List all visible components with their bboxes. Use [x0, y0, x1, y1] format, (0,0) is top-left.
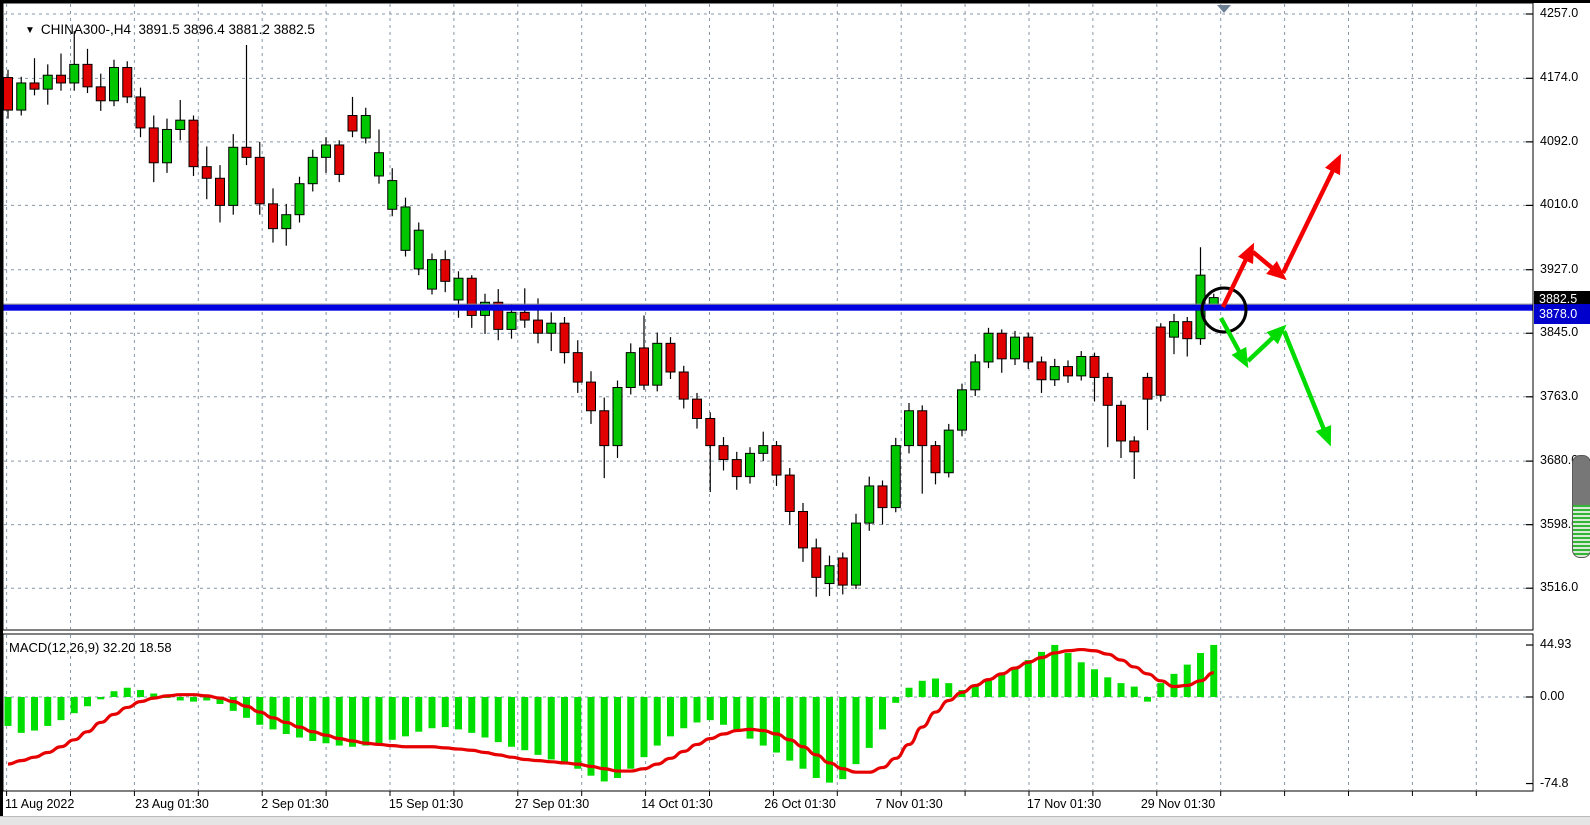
window-left-border — [0, 0, 3, 816]
price-axis-label: 3763.0 — [1540, 388, 1579, 403]
window-bottom-strip — [0, 816, 1590, 825]
hline-price-tag: 3878.0 — [1534, 304, 1590, 324]
symbol-dropdown-icon[interactable]: ▼ — [25, 25, 35, 36]
time-axis-label: 14 Oct 01:30 — [641, 797, 713, 811]
price-axis-label: 4010.0 — [1540, 197, 1579, 212]
price-axis-label: 3927.0 — [1540, 261, 1579, 276]
time-axis-label: 7 Nov 01:30 — [875, 797, 943, 811]
current-price-tag: 3882.5 — [1534, 291, 1590, 304]
price-axis-label: 4257.0 — [1540, 6, 1579, 20]
price-axis-label: 3680.0 — [1540, 453, 1579, 468]
macd-signal-line — [7, 647, 1214, 774]
time-axis-label: 11 Aug 2022 — [5, 797, 75, 811]
price-axis-label: 4174.0 — [1540, 70, 1579, 85]
price-axis-label: 3845.0 — [1540, 325, 1579, 340]
macd-axis-label: -74.8 — [1540, 775, 1569, 790]
price-panel-border — [2, 2, 1534, 631]
window-top-border — [0, 0, 1590, 3]
chart-title: ▼ CHINA300-,H4 3891.5 3896.4 3881.2 3882.… — [10, 7, 315, 52]
time-axis-label: 17 Nov 01:30 — [1026, 797, 1102, 811]
time-axis-label: 27 Sep 01:30 — [514, 797, 590, 811]
price-axis-label: 3598.0 — [1540, 516, 1579, 531]
candlestick-series — [3, 31, 1219, 597]
time-axis-label: 29 Nov 01:30 — [1140, 797, 1216, 811]
green-forecast-arrow[interactable] — [1219, 316, 1332, 447]
scrollbar-stripes — [1573, 505, 1590, 557]
red-forecast-arrow[interactable] — [1221, 153, 1342, 308]
grid-lines — [4, 4, 1532, 790]
macd-axis-label: 0.00 — [1540, 689, 1565, 703]
time-axis-label: 2 Sep 01:30 — [261, 797, 329, 811]
macd-histogram — [4, 644, 1218, 783]
time-axis-label: 23 Aug 01:30 — [135, 797, 209, 811]
chart-quote-values: 3891.5 3896.4 3881.2 3882.5 — [138, 22, 315, 37]
macd-panel-border — [2, 633, 1534, 792]
period-marker-icon — [1217, 5, 1231, 13]
annotation-circle[interactable] — [1200, 286, 1248, 334]
horizontal-support-line[interactable] — [3, 304, 1533, 311]
price-axis-label: 4092.0 — [1540, 133, 1579, 148]
scrollbar-thumb[interactable] — [1572, 455, 1590, 558]
chart-symbol-timeframe: CHINA300-,H4 — [40, 22, 131, 37]
macd-axis-label: 44.93 — [1540, 637, 1572, 652]
macd-indicator-label: MACD(12,26,9) 32.20 18.58 — [9, 640, 172, 655]
axis-tick-marks — [6, 13, 1533, 796]
time-axis-label: 26 Oct 01:30 — [764, 797, 836, 811]
time-axis-label: 15 Sep 01:30 — [388, 797, 464, 811]
price-axis-label: 3516.0 — [1540, 580, 1579, 595]
